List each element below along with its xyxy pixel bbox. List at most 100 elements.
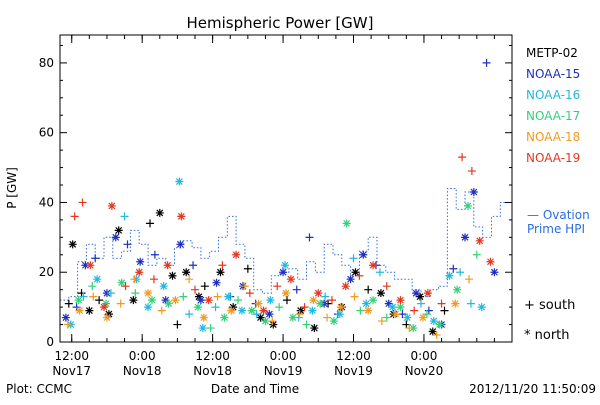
- south-point: [95, 296, 104, 305]
- north-point: [282, 289, 290, 298]
- x-tick-sublabel: Nov19: [264, 364, 303, 378]
- marker-legend-north: * north: [524, 328, 570, 343]
- north-point: [391, 310, 400, 319]
- south-point: [482, 58, 491, 67]
- north-point: [144, 289, 153, 298]
- north-point: [329, 317, 338, 326]
- south-point: [64, 299, 73, 308]
- south-point: [211, 303, 220, 312]
- legend-item-noaa-16: NOAA-16: [526, 88, 580, 102]
- north-point: [477, 303, 486, 312]
- north-point: [247, 306, 256, 315]
- south-point: [356, 306, 365, 315]
- x-tick-sublabel: Nov20: [405, 364, 444, 378]
- north-point: [164, 299, 173, 308]
- north-point: [114, 226, 123, 235]
- series-noaa-19: [70, 153, 495, 315]
- x-tick-label: 0:00: [410, 349, 437, 363]
- north-point: [147, 296, 156, 305]
- north-point: [74, 296, 83, 305]
- north-point: [85, 306, 94, 315]
- south-point: [458, 153, 467, 162]
- legend-item-metp-02: METP-02: [526, 46, 578, 60]
- south-point: [206, 324, 215, 333]
- north-point: [384, 299, 393, 308]
- south-point: [456, 268, 465, 277]
- north-point: [259, 306, 268, 315]
- y-tick-label: 0: [46, 335, 54, 349]
- footer-timestamp: 2012/11/20 11:50:09: [469, 382, 596, 396]
- south-point: [89, 292, 98, 301]
- north-point: [224, 292, 233, 301]
- north-point: [286, 275, 295, 284]
- north-point: [75, 306, 84, 315]
- north-point: [475, 236, 484, 245]
- south-point: [355, 271, 364, 280]
- south-point: [245, 289, 254, 298]
- south-point: [77, 289, 86, 298]
- south-point: [449, 264, 458, 273]
- north-point: [198, 324, 207, 333]
- south-point: [131, 289, 140, 298]
- south-point: [377, 317, 386, 326]
- north-point: [107, 201, 116, 210]
- north-point: [279, 268, 288, 277]
- north-point: [212, 278, 221, 287]
- south-point: [410, 306, 419, 315]
- north-point: [232, 250, 241, 259]
- north-point: [168, 271, 177, 280]
- south-point: [189, 261, 198, 270]
- north-point: [111, 233, 120, 242]
- north-point: [388, 303, 397, 312]
- north-point: [316, 299, 325, 308]
- south-point: [292, 285, 301, 294]
- south-point: [91, 254, 100, 263]
- north-point: [102, 313, 111, 322]
- plot-area: [60, 58, 510, 340]
- x-tick-sublabel: Nov18: [193, 364, 232, 378]
- north-point: [129, 296, 138, 305]
- north-point: [100, 303, 109, 312]
- north-point: [101, 299, 110, 308]
- south-point: [106, 289, 115, 298]
- x-tick-label: 0:00: [129, 349, 156, 363]
- north-point: [451, 299, 460, 308]
- north-point: [428, 327, 437, 336]
- south-point: [185, 275, 194, 284]
- north-point: [351, 268, 360, 277]
- north-point: [335, 310, 344, 319]
- north-point: [81, 261, 90, 270]
- x-tick-label: 12:00: [195, 349, 230, 363]
- south-point: [422, 310, 431, 319]
- south-point: [464, 275, 473, 284]
- north-point: [418, 313, 427, 322]
- north-point: [61, 313, 70, 322]
- x-tick-sublabel: Nov19: [334, 364, 373, 378]
- south-point: [350, 292, 359, 301]
- south-point: [150, 250, 159, 259]
- x-tick-sublabel: Nov18: [123, 364, 162, 378]
- north-point: [445, 271, 454, 280]
- south-point: [295, 310, 304, 319]
- south-point: [437, 299, 446, 308]
- south-point: [157, 306, 166, 315]
- chart-title: Hemispheric Power [GW]: [187, 14, 374, 32]
- south-point: [149, 275, 158, 284]
- north-point: [237, 306, 246, 315]
- north-point: [396, 296, 405, 305]
- south-point: [405, 324, 414, 333]
- north-point: [86, 261, 95, 270]
- north-point: [423, 289, 432, 298]
- south-point: [179, 292, 188, 301]
- north-point: [256, 313, 265, 322]
- north-point: [136, 257, 145, 266]
- legend-ovation-line: — Ovation: [527, 208, 590, 222]
- north-point: [196, 296, 205, 305]
- x-tick-label: 0:00: [270, 349, 297, 363]
- south-point: [191, 285, 200, 294]
- north-point: [144, 303, 153, 312]
- south-point: [123, 240, 132, 249]
